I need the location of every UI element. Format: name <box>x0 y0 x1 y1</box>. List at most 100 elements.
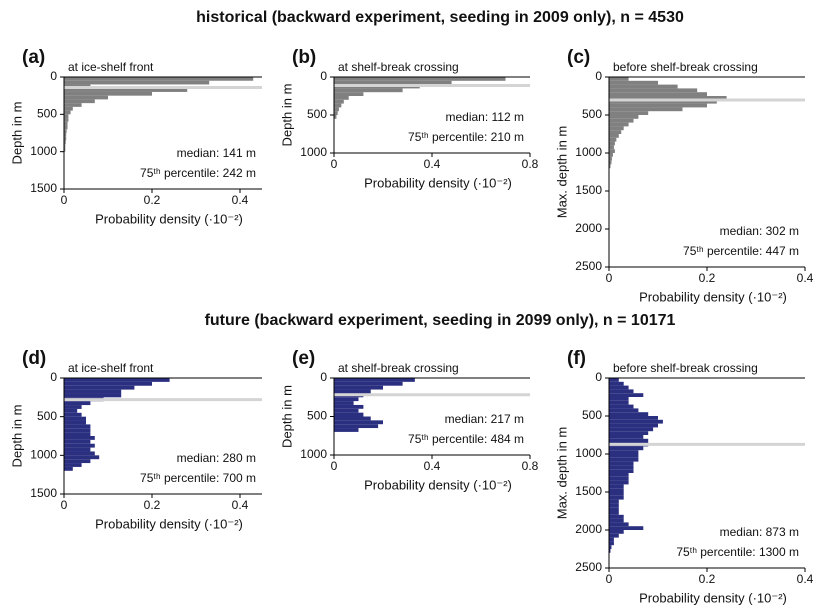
y-axis-label: Depth in m <box>279 385 294 448</box>
y-tick-label: 2500 <box>575 560 602 574</box>
y-tick-label: 500 <box>582 107 602 121</box>
panel-label: (b) <box>292 47 316 68</box>
bar <box>609 457 639 462</box>
bar <box>64 103 82 107</box>
bar <box>609 511 619 515</box>
bar <box>609 107 683 112</box>
bar <box>64 416 86 421</box>
bar <box>64 432 91 436</box>
bar <box>609 118 634 123</box>
bar <box>334 397 359 402</box>
bar <box>609 526 644 530</box>
bar <box>64 439 91 444</box>
bar <box>334 99 344 104</box>
bar <box>609 484 624 489</box>
annotation: median: 302 m <box>720 224 799 238</box>
bar <box>334 96 349 100</box>
annotation: 75ᵗʰ percentile: 242 m <box>140 166 256 180</box>
bar <box>609 111 649 115</box>
bar <box>64 447 91 452</box>
bar <box>609 400 629 405</box>
bar <box>334 111 338 115</box>
bar <box>334 80 452 85</box>
panel-title: at shelf-break crossing <box>338 361 459 375</box>
y-tick-label: 2500 <box>575 259 602 273</box>
bar <box>609 423 658 428</box>
bar <box>609 518 624 523</box>
bar <box>64 95 108 100</box>
bar <box>609 96 727 100</box>
x-tick-label: 0 <box>606 271 613 285</box>
bar <box>334 92 364 96</box>
x-tick-label: 0.2 <box>144 498 161 512</box>
bar <box>64 77 254 81</box>
y-tick-label: 0 <box>595 370 602 384</box>
annotation: 75ᵗʰ percentile: 210 m <box>408 130 524 144</box>
y-axis-label: Max. depth in m <box>554 126 569 219</box>
bar <box>609 92 707 96</box>
y-tick-label: 1000 <box>30 144 57 158</box>
bar <box>609 122 629 127</box>
bar <box>609 137 617 142</box>
bar <box>609 492 624 496</box>
panel-label: (d) <box>22 348 46 369</box>
x-tick-label: 0.4 <box>797 271 813 285</box>
annotation: 75ᵗʰ percentile: 447 m <box>683 244 799 258</box>
panel-label: (c) <box>567 47 590 68</box>
x-axis-label: Probability density (·10⁻²) <box>639 289 787 304</box>
bar <box>609 514 624 519</box>
bar <box>609 431 649 435</box>
bar <box>64 121 68 126</box>
bar <box>334 103 342 108</box>
y-axis-label: Depth in m <box>9 102 24 165</box>
bar <box>609 545 612 549</box>
bar <box>609 103 707 108</box>
bar <box>64 80 210 85</box>
y-tick-label: 1000 <box>300 447 327 461</box>
bar <box>64 88 188 92</box>
panel-title: at shelf-break crossing <box>338 60 459 74</box>
bar <box>334 416 371 421</box>
y-tick-label: 1000 <box>30 448 57 462</box>
x-axis-label: Probability density (·10⁻²) <box>364 175 512 190</box>
bar <box>609 393 644 397</box>
panel-label: (a) <box>22 47 45 68</box>
bar <box>334 107 339 112</box>
bar <box>609 549 611 553</box>
bar <box>609 99 717 104</box>
bar <box>609 469 634 473</box>
bar <box>609 156 612 161</box>
annotation: 75ᵗʰ percentile: 700 m <box>140 471 256 485</box>
bar <box>64 129 67 133</box>
bar <box>609 412 649 416</box>
annotation: 75ᵗʰ percentile: 484 m <box>408 432 524 446</box>
x-axis-label: Probability density (·10⁻²) <box>639 590 787 605</box>
bar <box>64 436 95 440</box>
bar <box>609 141 615 146</box>
x-tick-label: 0.8 <box>522 459 539 473</box>
bar <box>609 480 629 485</box>
bar <box>64 147 66 152</box>
bar <box>609 77 629 81</box>
bar <box>609 446 644 451</box>
bar <box>609 153 613 157</box>
y-tick-label: 1000 <box>575 446 602 460</box>
bar <box>609 419 663 424</box>
bar <box>64 91 152 96</box>
y-tick-label: 1000 <box>575 145 602 159</box>
bar <box>64 443 95 448</box>
panel-title: at ice-shelf front <box>68 60 154 74</box>
bar <box>609 378 619 382</box>
annotation: median: 112 m <box>446 110 525 124</box>
bar <box>64 378 170 382</box>
bar <box>609 80 658 85</box>
bar <box>64 381 152 386</box>
x-tick-label: 0.4 <box>232 193 249 207</box>
x-axis-label: Probability density (·10⁻²) <box>95 211 243 226</box>
x-tick-label: 0.2 <box>699 271 716 285</box>
y-axis-label: Depth in m <box>279 84 294 147</box>
bar <box>609 88 698 93</box>
bar <box>64 393 122 398</box>
bar <box>64 459 91 464</box>
y-tick-label: 0 <box>595 69 602 83</box>
